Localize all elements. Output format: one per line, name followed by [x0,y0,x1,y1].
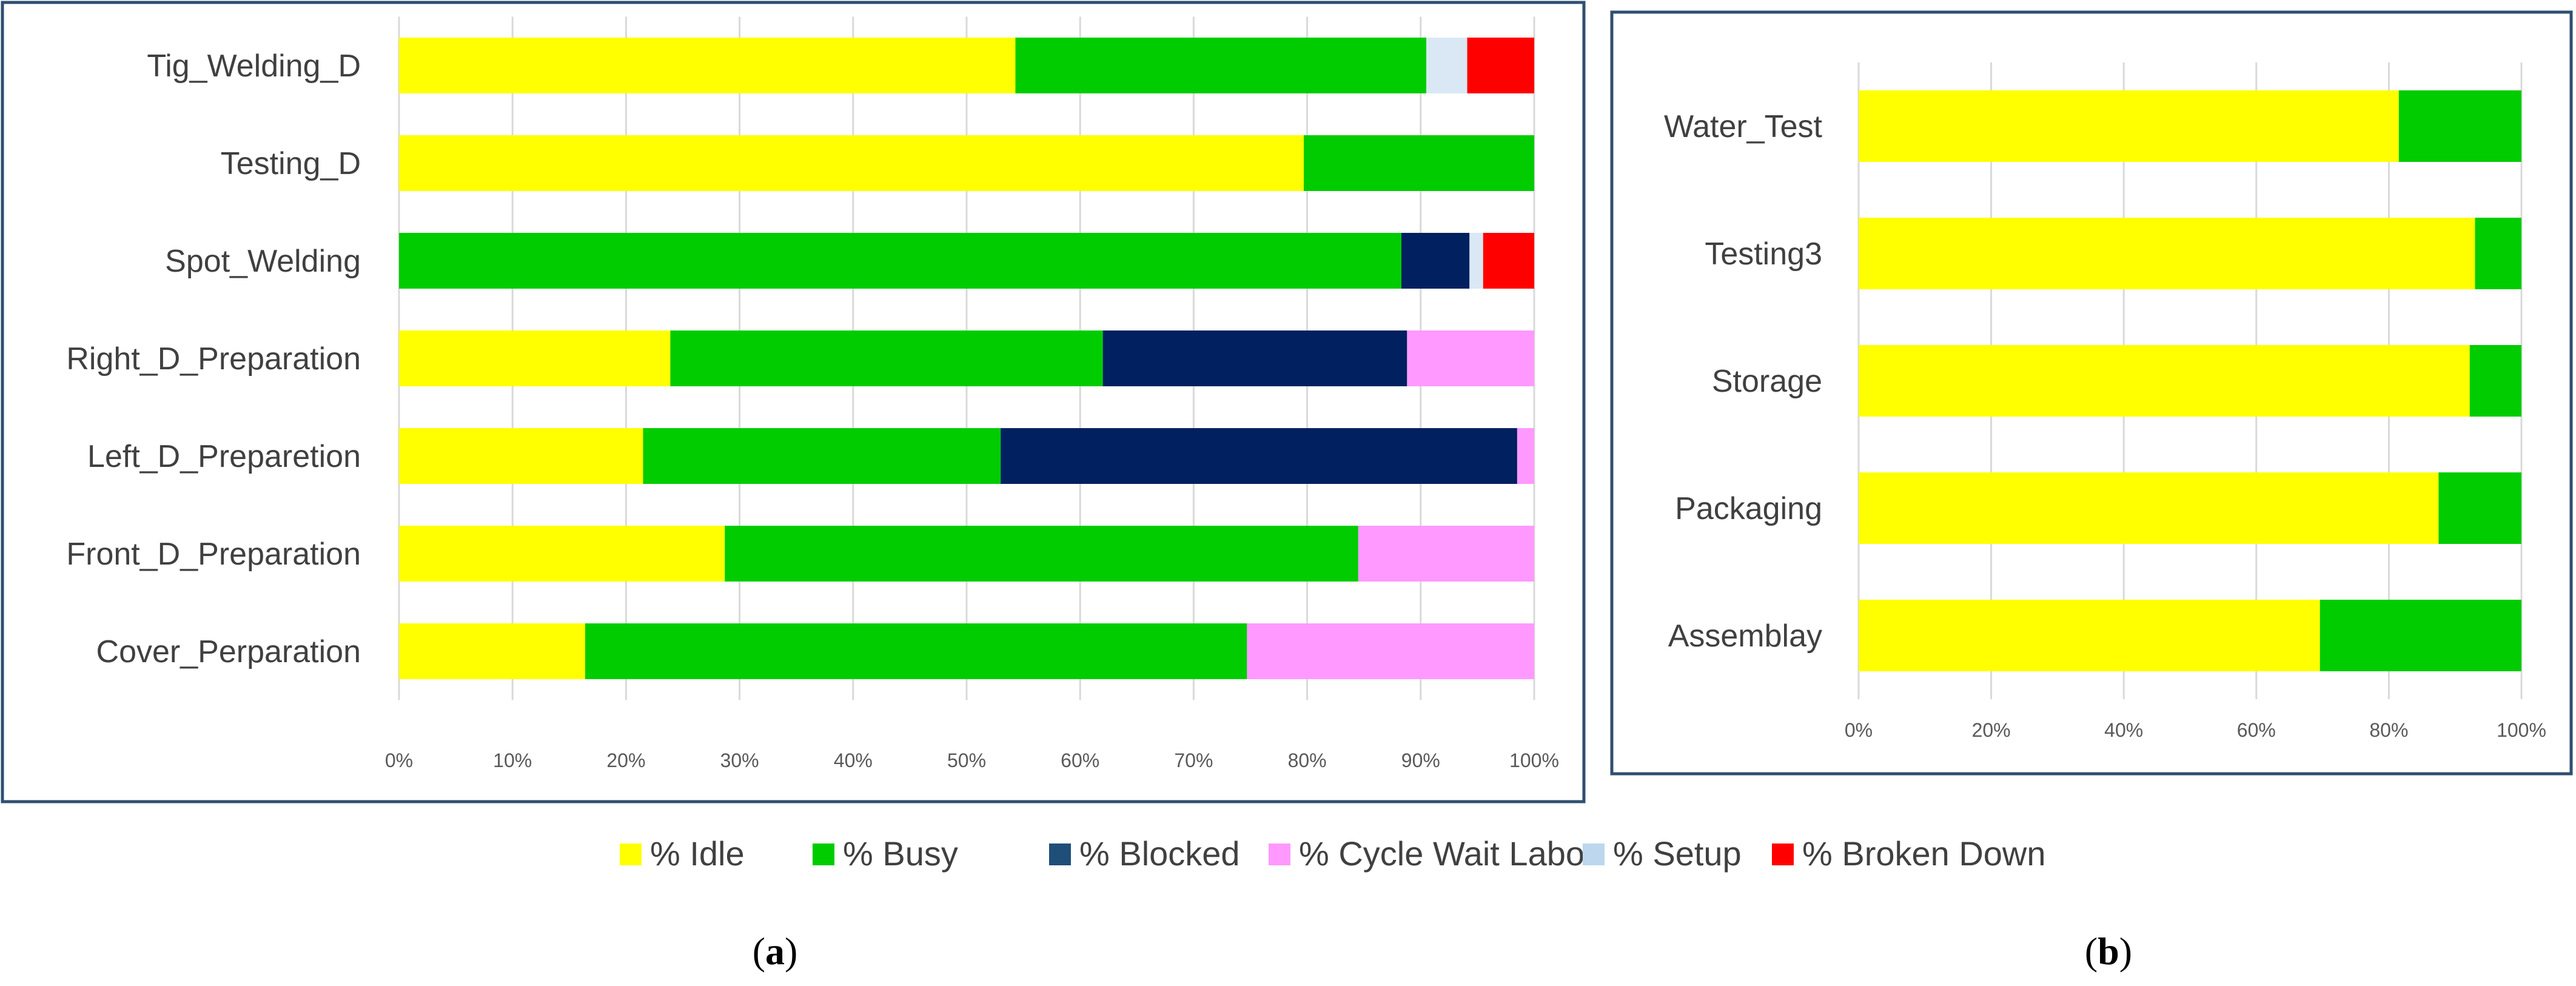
x-tick-label-a-0: 0% [385,750,413,771]
bar-b-assemblay-busy [2319,600,2521,671]
x-tick-label-a-3: 30% [720,750,759,771]
bar-a-tig-welding-d-broken-down [1467,38,1534,93]
bar-b-storage-busy [2469,345,2521,417]
x-tick-label-b-4: 80% [2369,719,2408,741]
bar-a-right-d-preparation-busy [670,330,1103,386]
bar-b-assemblay-idle [1859,600,2320,671]
category-label-a-testing-d: Testing_D [221,146,361,181]
legend-label-setup: % Setup [1613,834,1742,873]
category-label-b-packaging: Packaging [1675,491,1822,526]
bar-a-left-d-preparetion-busy [643,428,1001,484]
bar-a-spot-welding-busy [399,233,1401,289]
bar-a-front-d-preparation-busy [725,526,1358,582]
bar-a-spot-welding-blocked [1401,233,1470,289]
bar-a-tig-welding-d-idle [399,38,1016,93]
x-tick-label-b-1: 20% [1972,719,2011,741]
bar-b-packaging-idle [1859,472,2439,544]
legend: % Idle % Busy % Blocked % Cycle Wait Labor%… [620,834,2046,873]
bar-a-front-d-preparation-idle [399,526,725,582]
category-label-a-tig-welding-d: Tig_Welding_D [147,49,361,84]
x-tick-label-a-8: 80% [1288,750,1327,771]
x-tick-label-a-10: 100% [1509,750,1559,771]
category-label-b-storage: Storage [1712,364,1822,399]
bar-b-packaging-busy [2438,472,2521,544]
bar-a-cover-perparation-idle [399,623,586,679]
bar-a-tig-welding-d-busy [1015,38,1427,93]
bar-b-water-test-idle [1859,90,2399,162]
bar-a-spot-welding-broken-down [1483,233,1534,289]
bar-a-cover-perparation-cycle-wait-labor [1247,623,1534,679]
legend-label-cycle-wait-labor: % Cycle Wait Labor [1299,834,1596,873]
legend-swatch-cycle-wait-labor [1269,843,1290,865]
legend-swatch-busy [813,843,834,865]
category-label-a-cover-perparation: Cover_Perparation [96,634,361,669]
panel-a-frame [1,1,1586,803]
legend-label-broken-down: % Broken Down [1802,834,2046,873]
x-tick-label-b-3: 60% [2237,719,2276,741]
bar-a-tig-welding-d-setup [1426,38,1467,93]
caption-a: (a) [753,930,798,973]
x-tick-label-b-5: 100% [2497,719,2546,741]
category-label-a-front-d-preparation: Front_D_Preparation [66,537,361,572]
bar-a-testing-d-idle [399,135,1304,191]
bar-a-left-d-preparetion-blocked [1001,428,1517,484]
bar-a-spot-welding-setup [1469,233,1483,289]
x-tick-label-a-4: 40% [834,750,873,771]
category-label-a-right-d-preparation: Right_D_Preparation [66,341,361,377]
bar-b-testing3-idle [1859,218,2475,289]
bar-a-left-d-preparetion-idle [399,428,643,484]
x-tick-label-a-9: 90% [1401,750,1440,771]
bar-a-right-d-preparation-idle [399,330,671,386]
legend-label-idle: % Idle [650,834,745,873]
x-tick-label-a-7: 70% [1174,750,1213,771]
bar-a-right-d-preparation-blocked [1102,330,1407,386]
x-tick-label-b-0: 0% [1845,719,1873,741]
bar-b-water-test-busy [2398,90,2521,162]
bar-a-left-d-preparetion-cycle-wait-labor [1517,428,1534,484]
category-label-a-left-d-preparetion: Left_D_Preparetion [87,439,361,474]
bar-a-cover-perparation-busy [585,623,1247,679]
bar-a-testing-d-busy [1303,135,1534,191]
legend-label-busy: % Busy [843,834,958,873]
legend-swatch-idle [620,843,642,865]
bar-b-testing3-busy [2475,218,2521,289]
x-tick-label-a-5: 50% [947,750,986,771]
legend-swatch-broken-down [1772,843,1794,865]
bar-b-storage-idle [1859,345,2470,417]
bar-a-right-d-preparation-cycle-wait-labor [1407,330,1534,386]
legend-swatch-blocked [1049,843,1071,865]
x-tick-label-a-1: 10% [493,750,532,771]
category-label-b-testing3: Testing3 [1705,236,1822,272]
category-label-a-spot-welding: Spot_Welding [165,244,361,279]
legend-swatch-setup [1583,843,1605,865]
chart-panel-a: 0% 10% 20% 30% 40% 50% 60% 70% 80% 90% 100% Tig_Wel… [66,16,1559,771]
bar-a-front-d-preparation-cycle-wait-labor [1358,526,1534,582]
category-label-b-water-test: Water_Test [1664,109,1823,144]
x-tick-label-b-2: 40% [2104,719,2143,741]
x-tick-label-a-6: 60% [1061,750,1099,771]
caption-b: (b) [2085,930,2132,973]
category-label-b-assemblay: Assemblay [1668,619,1822,654]
x-tick-label-a-2: 20% [606,750,645,771]
legend-label-blocked: % Blocked [1079,834,1240,873]
chart-panel-b: 0% 20% 40% 60% 80% 100% Water_Test Testing3 Stor… [1664,62,2546,741]
